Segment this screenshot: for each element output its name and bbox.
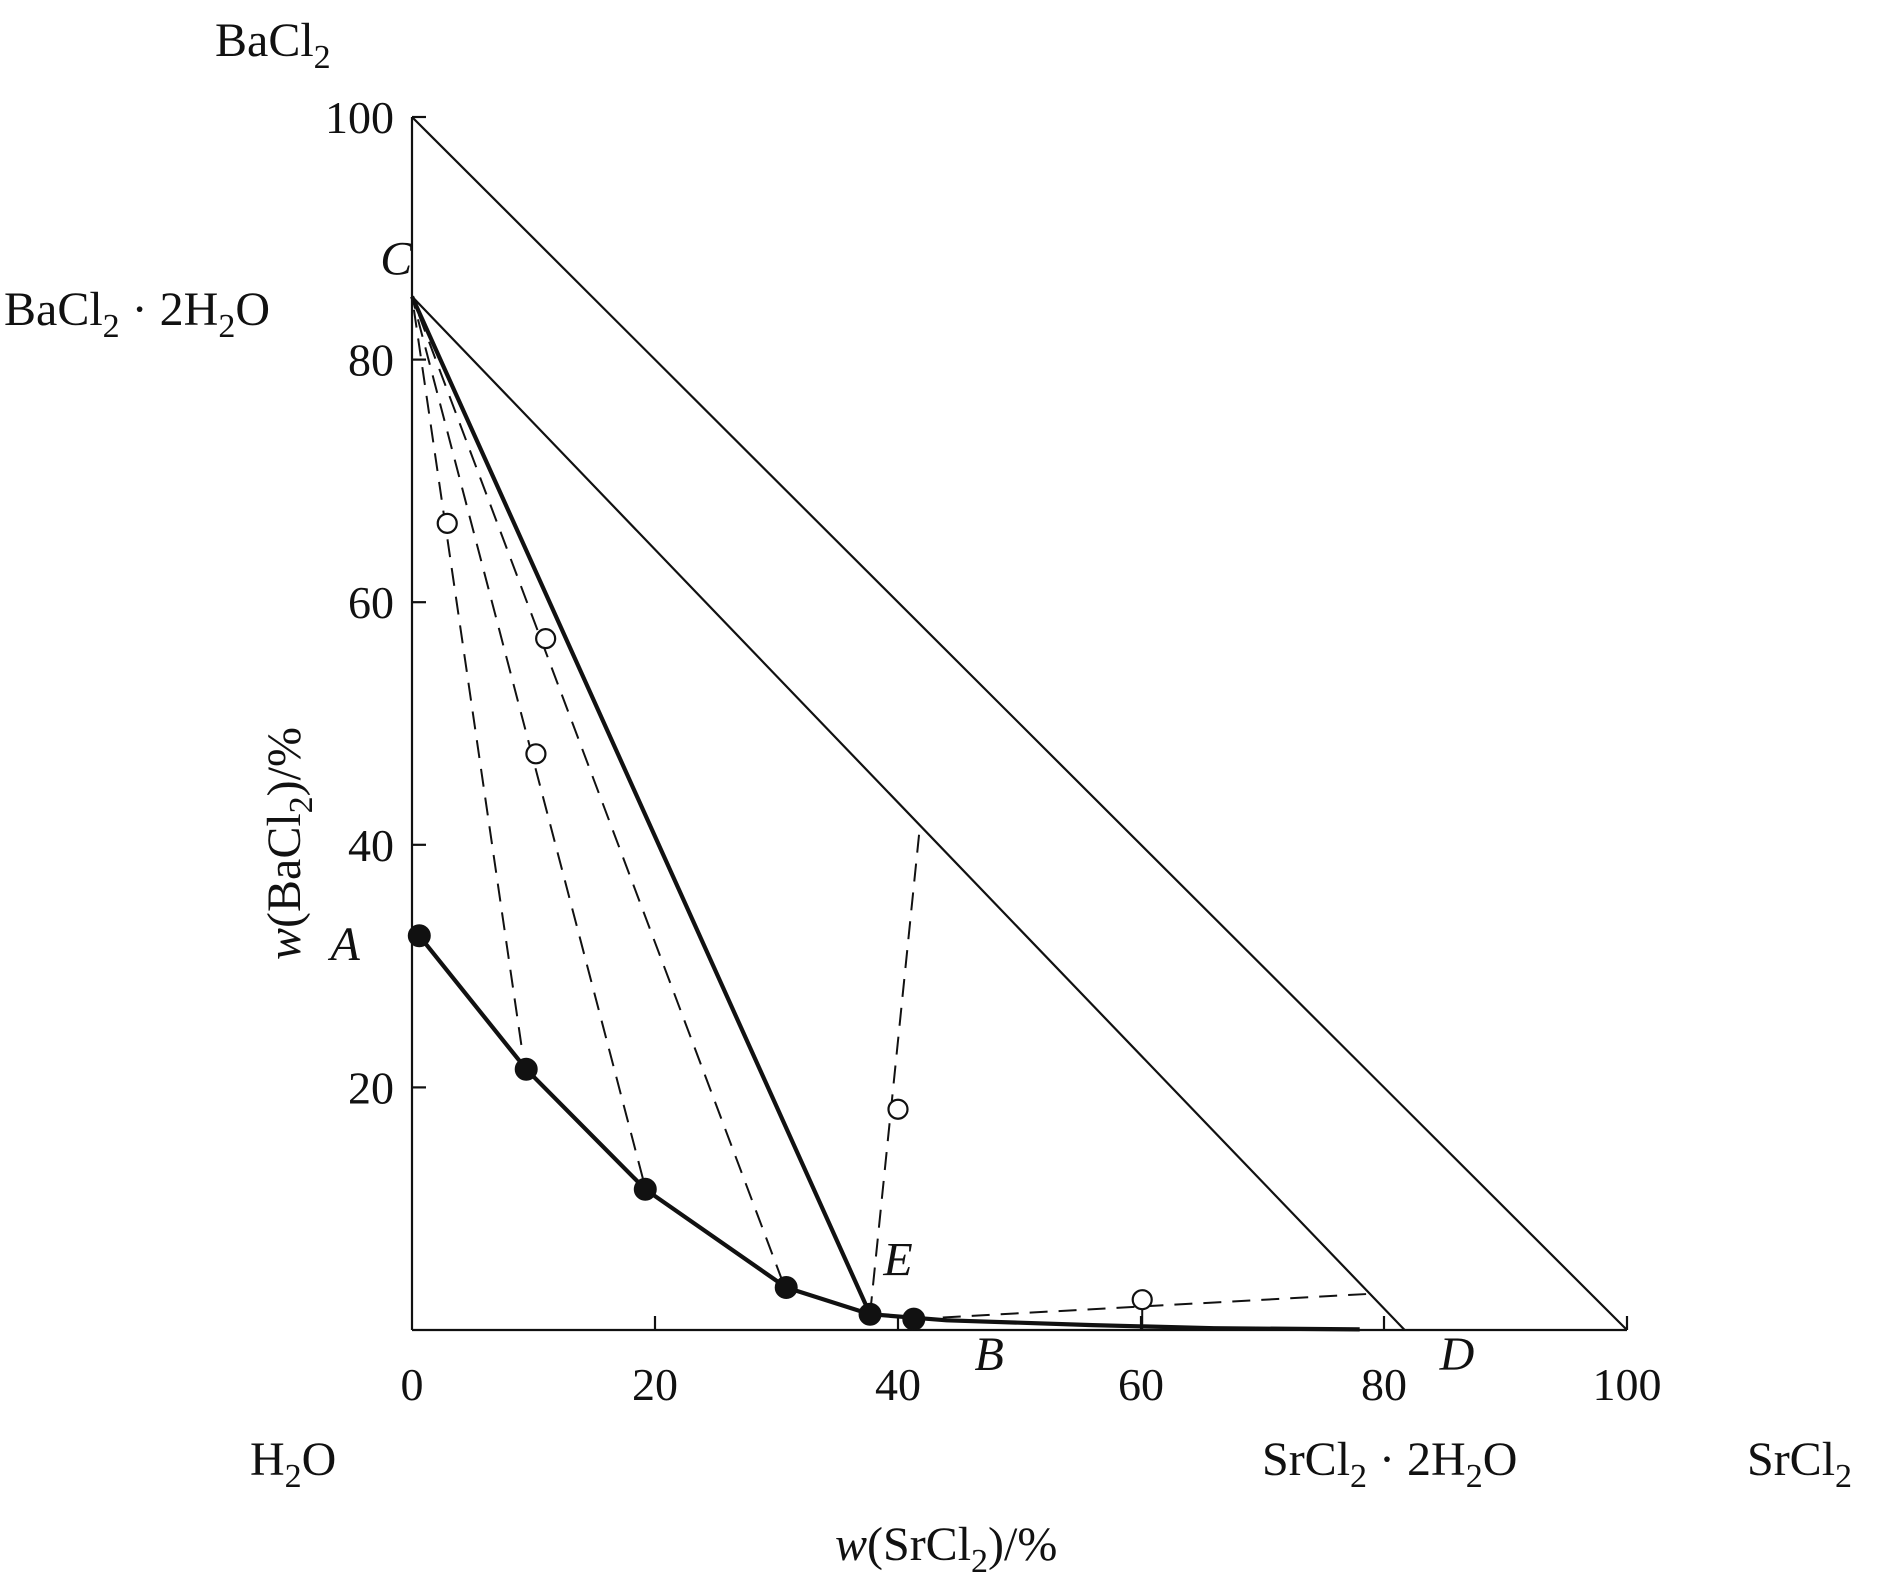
corner-label-bacl2-dihydrate: BaCl2 · 2H2O bbox=[4, 283, 270, 345]
point-labels: A B C D E bbox=[328, 233, 1475, 1381]
y-tick-label-40: 40 bbox=[348, 820, 394, 871]
tie-line-3 bbox=[411, 296, 784, 1282]
corner-label-srcl2: SrCl2 bbox=[1747, 1433, 1852, 1495]
x-tick-label-100: 100 bbox=[1593, 1359, 1662, 1410]
corner-label-srcl2-dihydrate: SrCl2 · 2H2O bbox=[1262, 1433, 1517, 1495]
y-tick-label-80: 80 bbox=[348, 335, 394, 386]
tie-line-2 bbox=[411, 296, 644, 1179]
y-axis-label: w(BaCl2)/% bbox=[258, 727, 320, 960]
residue-point-1 bbox=[436, 512, 458, 534]
tick-labels: 0 20 40 60 80 100 20 40 60 80 100 bbox=[325, 92, 1662, 1410]
corner-label-bacl2: BaCl2 bbox=[215, 14, 331, 76]
residue-point-4 bbox=[887, 1098, 909, 1120]
x-tick-label-80: 80 bbox=[1361, 1359, 1407, 1410]
point-label-b: B bbox=[974, 1328, 1003, 1381]
liquid-point-1 bbox=[407, 924, 431, 948]
residue-point-5 bbox=[1131, 1289, 1153, 1311]
liquid-point-3 bbox=[633, 1177, 657, 1201]
liquid-point-4 bbox=[774, 1276, 798, 1300]
solubility-curves bbox=[410, 295, 1360, 1332]
residue-point-2 bbox=[525, 743, 547, 765]
data-markers bbox=[407, 512, 1153, 1331]
diagram-frame bbox=[410, 115, 1629, 1332]
tie-line-4 bbox=[869, 826, 921, 1315]
y-tick-label-60: 60 bbox=[348, 577, 394, 628]
tie-line-5 bbox=[913, 1292, 1375, 1321]
y-tick-label-100: 100 bbox=[325, 92, 394, 143]
line-ce bbox=[410, 295, 872, 1316]
y-tick-label-20: 20 bbox=[348, 1062, 394, 1113]
solubility-curve-ae bbox=[417, 934, 871, 1317]
x-tick-label-20: 20 bbox=[632, 1359, 678, 1410]
residue-point-3 bbox=[535, 627, 557, 650]
liquid-point-6 bbox=[902, 1307, 926, 1331]
point-label-c: C bbox=[380, 233, 413, 286]
hydrate-join-line-cd bbox=[411, 295, 1406, 1331]
liquid-point-2 bbox=[514, 1057, 538, 1081]
x-tick-label-60: 60 bbox=[1118, 1359, 1164, 1410]
corner-label-water: H2O bbox=[250, 1433, 336, 1495]
point-label-d: D bbox=[1439, 1328, 1475, 1381]
tie-line-1 bbox=[411, 296, 523, 1046]
x-axis-label: w(SrCl2)/% bbox=[835, 1518, 1057, 1580]
liquid-point-5 bbox=[858, 1302, 882, 1326]
point-label-a: A bbox=[328, 918, 361, 971]
tie-lines bbox=[411, 296, 1375, 1330]
point-label-e: E bbox=[882, 1233, 912, 1286]
hypotenuse-line bbox=[411, 116, 1628, 1331]
x-tick-label-0: 0 bbox=[401, 1359, 424, 1410]
x-tick-label-40: 40 bbox=[875, 1359, 921, 1410]
